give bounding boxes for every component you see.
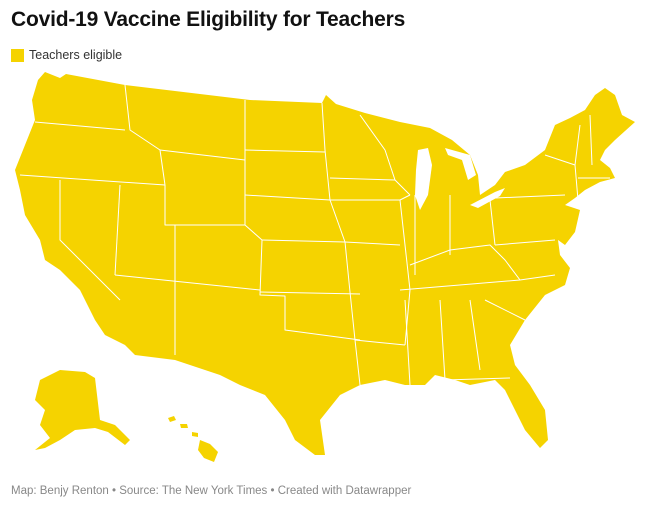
- lakes: [415, 148, 505, 210]
- state-borders: [19, 84, 610, 386]
- legend: Teachers eligible: [11, 48, 122, 62]
- lake-erie: [470, 188, 505, 208]
- map: [15, 72, 635, 462]
- lake-huron: [445, 148, 476, 180]
- lake-michigan: [415, 148, 432, 210]
- legend-swatch: [11, 48, 24, 62]
- title: Covid-19 Vaccine Eligibility for Teacher…: [11, 8, 406, 31]
- alaska: [35, 370, 130, 450]
- land: [15, 72, 635, 462]
- footer-credit: Map: Benjy Renton • Source: The New York…: [11, 485, 412, 497]
- hawaii: [168, 416, 218, 462]
- contiguous-states: [15, 72, 635, 455]
- legend-label: Teachers eligible: [29, 48, 123, 62]
